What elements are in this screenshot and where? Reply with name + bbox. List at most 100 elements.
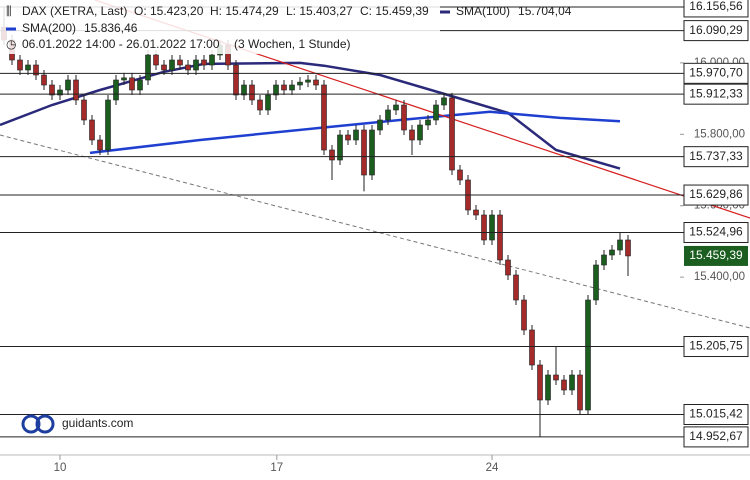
level-label: 15.205,75 (689, 339, 743, 353)
level-label: 15.524,96 (689, 225, 743, 239)
candle-body (513, 274, 519, 301)
level-label: 16.156,56 (689, 0, 743, 13)
sma-line (0, 61, 621, 170)
candle-body (441, 97, 447, 106)
candle-body (361, 129, 367, 176)
legend-value: 15.836,46 (84, 21, 138, 35)
candle-body (49, 84, 55, 96)
candle-body (489, 214, 495, 241)
level-box (683, 336, 749, 358)
candle-body (105, 99, 111, 151)
candle-body (481, 214, 487, 241)
candle-body (385, 109, 391, 121)
candle-body (505, 259, 511, 276)
candle-body (201, 59, 207, 66)
candle-body (401, 104, 407, 131)
candle-body (33, 64, 39, 76)
level-box (683, 184, 749, 206)
candle-body (617, 239, 623, 251)
level-label: 15.629,86 (689, 187, 743, 201)
candle-body (193, 59, 199, 71)
candle-body (129, 77, 135, 91)
candle-body (529, 329, 535, 366)
candle-body (609, 249, 615, 256)
candle-body (313, 79, 319, 86)
x-tick-label: 24 (486, 462, 499, 474)
candle-body (561, 379, 567, 391)
legend-bg (0, 0, 440, 54)
candle-body (241, 84, 247, 96)
logo (21, 414, 41, 434)
candle-body (73, 79, 79, 101)
candle-body (113, 79, 119, 101)
candle-body (65, 79, 71, 91)
candle-body (145, 54, 151, 81)
level-label: 14.952,67 (689, 429, 743, 443)
sma-line (89, 110, 621, 155)
candle-body (41, 74, 47, 86)
candle-body (329, 149, 335, 161)
level-label: 15.737,33 (689, 149, 743, 163)
current-label: 15.459,39 (689, 248, 743, 262)
candle-body (257, 99, 263, 111)
symbol: DAX (XETRA, Last) (22, 4, 127, 18)
candle-body (585, 299, 591, 411)
candle-body (545, 374, 551, 401)
candle-body (497, 214, 503, 261)
candle-body (161, 64, 167, 71)
candle-body (289, 84, 295, 91)
legend-label: SMA(100) (456, 4, 510, 18)
level-box (683, 426, 749, 448)
logo (35, 414, 55, 434)
level-label: 15.015,42 (689, 407, 743, 421)
candle-body (337, 134, 343, 161)
trend-line (0, 134, 750, 329)
candle-body (209, 54, 215, 66)
candle-body (593, 264, 599, 301)
legend-value: 15.704,04 (518, 4, 572, 18)
candle-body (25, 64, 31, 71)
candle-body (233, 64, 239, 96)
x-tick-label: 10 (54, 462, 67, 474)
candle-body (521, 299, 527, 331)
candle-body (153, 54, 159, 66)
candle-body (89, 119, 95, 141)
candle-body (281, 84, 287, 91)
candle-body (353, 129, 359, 141)
candle-body (345, 134, 351, 141)
candle-body (17, 59, 23, 71)
icon: ◷ (6, 37, 16, 51)
candle-body (305, 79, 311, 83)
level-box (683, 83, 749, 105)
candle-body (249, 84, 255, 101)
level-box (683, 62, 749, 84)
candle-body (177, 59, 183, 66)
level-box (683, 20, 749, 42)
level-label: 15.912,33 (689, 86, 743, 100)
candle-body (625, 239, 631, 257)
icon: ⫼ (6, 4, 12, 18)
candle-body (417, 124, 423, 141)
candle-body (321, 84, 327, 151)
candle-body (537, 364, 543, 401)
level-box (683, 146, 749, 168)
level-box (683, 222, 749, 244)
ohlc: O: 15.423,20 (134, 4, 204, 18)
candle-body (601, 254, 607, 266)
candle-body (273, 84, 279, 96)
date-range: 06.01.2022 14:00 - 26.01.2022 17:00 (22, 37, 220, 51)
candle-body (185, 64, 191, 71)
ohlc: H: 15.474,29 (210, 4, 279, 18)
ohlc: C: 15.459,39 (360, 4, 429, 18)
candle-body (473, 209, 479, 216)
candle-layer: 16.156,56 16.090,29 15.970,70 15.912,33 15.7… (0, 0, 749, 448)
level-label: 15.970,70 (689, 65, 743, 79)
candle-body (433, 104, 439, 121)
candle-body (137, 79, 143, 91)
ohlc: L: 15.403,27 (286, 4, 353, 18)
level-box (683, 0, 749, 18)
candle-body (553, 374, 559, 381)
current-box (684, 245, 748, 266)
